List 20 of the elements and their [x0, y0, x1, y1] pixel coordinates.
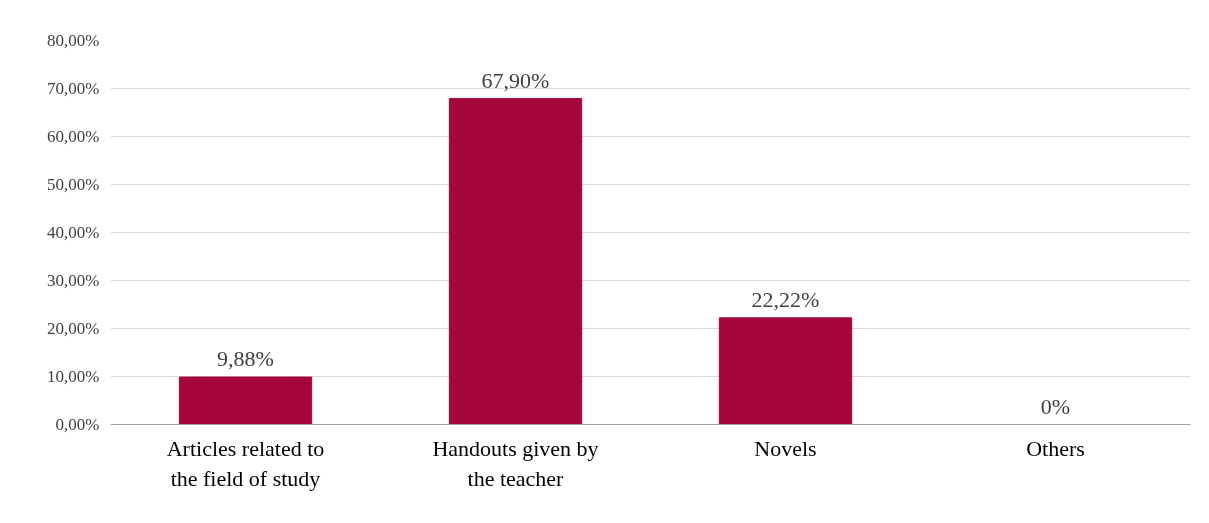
- y-tick-label: 50,00%: [47, 175, 100, 194]
- data-label: 67,90%: [481, 67, 550, 93]
- bar: [448, 98, 583, 425]
- y-tick-label: 30,00%: [47, 271, 100, 290]
- x-tick-label: Others: [1026, 435, 1085, 461]
- y-tick-label: 80,00%: [47, 31, 100, 50]
- y-tick-label: 0,00%: [55, 415, 100, 434]
- y-tick-label: 10,00%: [47, 367, 100, 386]
- y-tick-label: 40,00%: [47, 223, 100, 242]
- x-tick-label: Articles related to the field of study: [166, 435, 325, 491]
- y-tick-label: 20,00%: [47, 319, 100, 338]
- bar: [718, 317, 853, 425]
- y-tick-label: 60,00%: [47, 127, 100, 146]
- x-tick-label: Handouts given by the teacher: [432, 435, 599, 491]
- data-label: 0%: [1040, 393, 1071, 419]
- x-tick-label: Novels: [754, 435, 817, 461]
- y-tick-label: 70,00%: [47, 79, 100, 98]
- data-label: 22,22%: [751, 286, 820, 312]
- data-label: 9,88%: [217, 346, 274, 372]
- bar: [178, 376, 313, 425]
